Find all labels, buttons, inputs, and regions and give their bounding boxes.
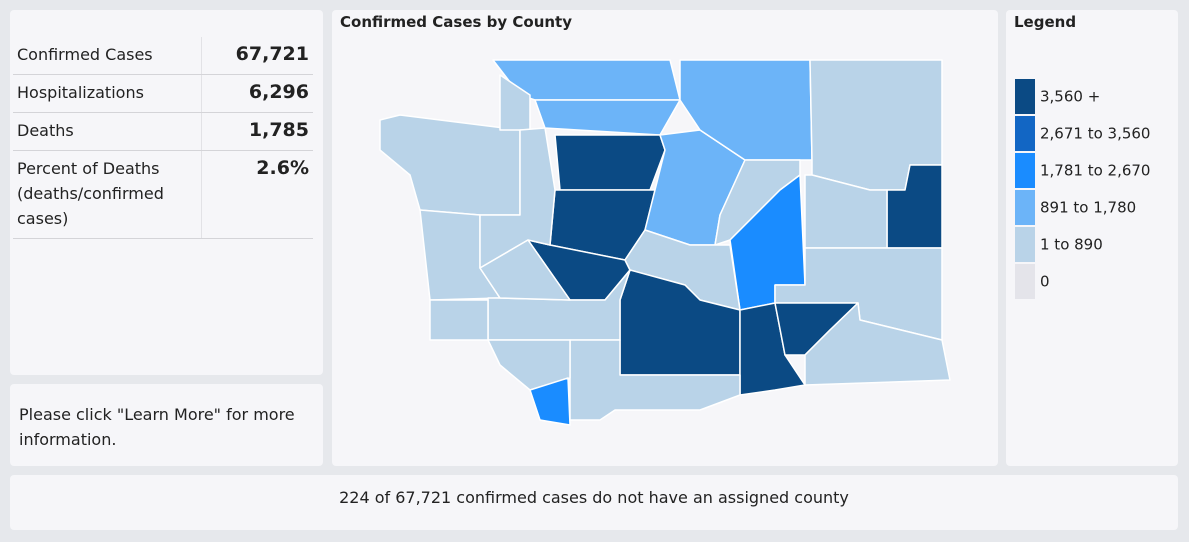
stat-value: 2.6% (201, 150, 313, 239)
stat-label: (deaths/confirmed (17, 184, 164, 203)
stat-label: Hospitalizations (17, 83, 144, 102)
stat-row: Confirmed Cases 67,721 (13, 37, 313, 75)
county[interactable] (804, 302, 951, 386)
legend-swatch (1015, 116, 1035, 151)
stat-label-cell: Percent of Deaths (deaths/confirmed cases) (13, 150, 202, 239)
stat-label: cases) (17, 209, 69, 228)
stats-table: Confirmed Cases 67,721 Hospitalizations 6,2… (13, 37, 313, 239)
legend-swatch (1015, 79, 1035, 114)
stat-label: Deaths (17, 121, 74, 140)
stat-value: 67,721 (201, 37, 313, 75)
county[interactable] (554, 134, 666, 191)
stat-label: Percent of Deaths (17, 159, 160, 178)
legend-panel: Legend 3,560 + 2,671 to 3,560 1,781 to 2,6… (1006, 10, 1178, 466)
note: Please click "Learn More" for more infor… (19, 405, 295, 449)
legend-label: 2,671 to 3,560 (1040, 125, 1150, 143)
stat-row: Deaths 1,785 (13, 112, 313, 151)
legend-swatch (1015, 190, 1035, 225)
county[interactable] (429, 299, 489, 341)
stat-value: 6,296 (201, 74, 313, 113)
stat-label: Confirmed Cases (17, 45, 153, 64)
stat-label-cell: Deaths (13, 112, 202, 151)
legend-swatch (1015, 264, 1035, 299)
map (379, 59, 951, 426)
legend-label: 891 to 1,780 (1040, 199, 1136, 217)
legend-label: 3,560 + (1040, 88, 1100, 106)
stats-panel: Confirmed Cases 67,721 Hospitalizations 6,2… (10, 10, 323, 375)
county[interactable] (479, 239, 571, 301)
legend-swatch (1015, 227, 1035, 262)
map-panel: Confirmed Cases by County (332, 10, 998, 466)
legend: 3,560 + 2,671 to 3,560 1,781 to 2,670 891 t… (1015, 79, 1150, 299)
map-title: Confirmed Cases by County (340, 13, 573, 31)
county[interactable] (379, 114, 521, 216)
legend-label: 1,781 to 2,670 (1040, 162, 1150, 180)
legend-title: Legend (1014, 13, 1077, 31)
note-panel: Please click "Learn More" for more infor… (10, 384, 323, 466)
stat-row: Percent of Deaths (deaths/confirmed cases)… (13, 150, 313, 239)
county[interactable] (569, 339, 741, 421)
county[interactable] (529, 377, 571, 426)
stat-row: Hospitalizations 6,296 (13, 74, 313, 113)
footer-panel: 224 of 67,721 confirmed cases do not hav… (10, 475, 1178, 530)
legend-swatch (1015, 153, 1035, 188)
footer-note: 224 of 67,721 confirmed cases do not hav… (339, 488, 849, 507)
county[interactable] (534, 99, 681, 136)
stat-label-cell: Confirmed Cases (13, 37, 202, 75)
legend-label: 0 (1040, 273, 1050, 291)
stat-label-cell: Hospitalizations (13, 74, 202, 113)
stat-value: 1,785 (201, 112, 313, 151)
legend-label: 1 to 890 (1040, 236, 1103, 254)
